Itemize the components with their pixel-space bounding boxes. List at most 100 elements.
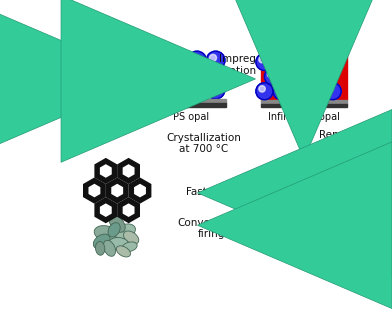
Circle shape [273,53,290,70]
Circle shape [301,71,308,77]
Text: C: C [265,45,274,58]
Polygon shape [106,178,129,204]
Text: PS opal: PS opal [173,112,209,122]
Ellipse shape [94,226,118,242]
Ellipse shape [103,240,116,256]
Text: D: D [265,166,276,179]
Bar [261,227,347,231]
Bar [156,103,226,107]
Circle shape [291,177,308,194]
Polygon shape [100,203,112,217]
Circle shape [151,51,169,70]
Circle shape [316,191,334,208]
Circle shape [95,67,115,87]
Ellipse shape [93,234,110,249]
Ellipse shape [116,246,131,257]
Polygon shape [123,164,134,178]
Polygon shape [111,184,123,197]
Circle shape [282,191,299,208]
Circle shape [103,81,123,101]
Circle shape [191,84,198,91]
Circle shape [285,71,291,77]
Circle shape [98,71,106,78]
Text: Fast firing: Fast firing [186,187,238,197]
Text: B: B [158,45,167,58]
Circle shape [293,86,299,92]
Text: Impreg-
nation: Impreg- nation [220,54,260,76]
Text: A: A [53,45,62,58]
Ellipse shape [109,237,129,250]
Circle shape [274,177,291,194]
Circle shape [169,51,188,70]
Text: Infiltrated opal: Infiltrated opal [268,112,340,122]
Text: Polystyrene
colloids: Polystyrene colloids [65,110,122,131]
Circle shape [274,206,291,223]
Circle shape [290,53,307,70]
Circle shape [206,51,225,70]
Polygon shape [123,203,134,217]
Bar [261,104,347,108]
Circle shape [209,54,216,61]
Text: E: E [96,166,104,179]
Circle shape [259,86,265,92]
Circle shape [78,71,86,78]
Circle shape [64,52,84,72]
Bar [156,99,226,103]
Circle shape [87,86,95,94]
Bar [261,100,347,104]
Polygon shape [134,184,146,197]
Circle shape [276,56,282,63]
Circle shape [206,80,225,99]
Circle shape [84,83,104,103]
Circle shape [265,191,282,208]
Circle shape [160,66,178,84]
Text: Conventional
firing: Conventional firing [177,217,246,239]
Circle shape [188,51,206,70]
Circle shape [256,53,273,70]
Circle shape [191,54,198,61]
Circle shape [318,71,325,77]
Circle shape [257,177,274,194]
Circle shape [169,80,188,99]
Circle shape [200,69,207,76]
Circle shape [67,55,75,63]
Ellipse shape [114,224,135,239]
Circle shape [54,69,74,89]
Circle shape [154,54,161,61]
Circle shape [273,83,290,100]
Polygon shape [94,197,117,223]
Circle shape [103,52,123,72]
Circle shape [67,88,75,95]
Circle shape [84,49,104,69]
Circle shape [197,66,216,84]
Circle shape [276,86,282,92]
Circle shape [267,71,274,77]
Circle shape [74,67,95,87]
Polygon shape [89,184,100,197]
Circle shape [209,84,216,91]
Ellipse shape [108,223,120,237]
Ellipse shape [96,241,105,255]
Circle shape [308,206,325,223]
Circle shape [310,56,316,63]
Circle shape [299,191,316,208]
Circle shape [172,84,180,91]
Circle shape [265,68,281,85]
Circle shape [151,80,169,99]
Circle shape [163,69,170,76]
Bar [261,176,347,228]
Circle shape [327,86,334,92]
Circle shape [307,83,324,100]
Circle shape [116,68,123,75]
Bar [261,231,347,235]
Circle shape [64,84,84,104]
Text: LSM/YSZ
inverse opal: LSM/YSZ inverse opal [274,237,334,259]
Circle shape [324,83,341,100]
Circle shape [259,56,265,63]
Circle shape [107,55,114,63]
Ellipse shape [122,242,137,252]
Circle shape [113,64,133,84]
Circle shape [256,83,273,100]
Circle shape [281,68,299,85]
Circle shape [308,177,325,194]
